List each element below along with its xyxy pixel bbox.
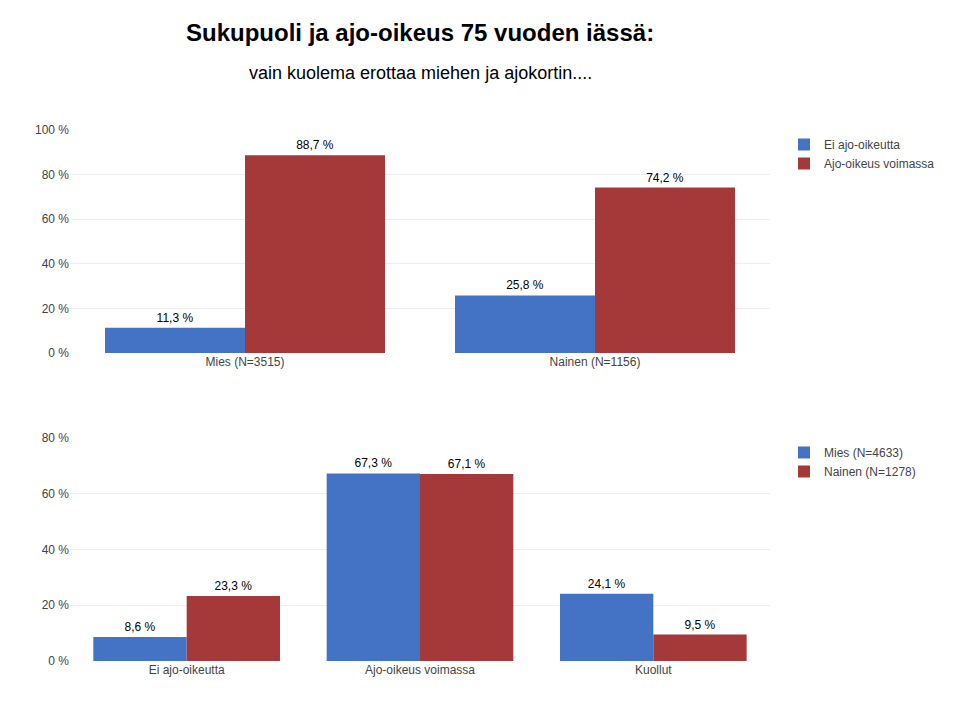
svg-text:40 %: 40 %: [42, 543, 70, 557]
svg-text:20 %: 20 %: [42, 598, 70, 612]
svg-text:Ajo-oikeus voimassa: Ajo-oikeus voimassa: [824, 157, 934, 171]
svg-text:Mies (N=4633): Mies (N=4633): [824, 446, 903, 460]
svg-text:80 %: 80 %: [42, 431, 70, 445]
svg-text:24,1 %: 24,1 %: [588, 577, 626, 591]
svg-text:60 %: 60 %: [42, 212, 70, 226]
svg-text:23,3 %: 23,3 %: [214, 579, 252, 593]
svg-text:67,3 %: 67,3 %: [354, 456, 392, 470]
svg-text:0 %: 0 %: [48, 654, 69, 668]
svg-text:0 %: 0 %: [48, 346, 69, 360]
svg-text:60 %: 60 %: [42, 487, 70, 501]
svg-text:Sukupuoli ja ajo-oikeus 75 vuo: Sukupuoli ja ajo-oikeus 75 vuoden iässä:: [186, 19, 654, 46]
svg-text:100 %: 100 %: [35, 123, 69, 137]
svg-text:67,1 %: 67,1 %: [448, 457, 486, 471]
svg-text:9,5 %: 9,5 %: [684, 618, 715, 632]
svg-text:Mies (N=3515): Mies (N=3515): [205, 355, 284, 369]
svg-text:74,2 %: 74,2 %: [646, 171, 684, 185]
svg-text:8,6 %: 8,6 %: [124, 620, 155, 634]
svg-text:Kuollut: Kuollut: [635, 663, 672, 677]
svg-text:Nainen (N=1156): Nainen (N=1156): [550, 355, 641, 369]
svg-text:25,8 %: 25,8 %: [506, 278, 544, 292]
svg-text:vain kuolema erottaa miehen ja: vain kuolema erottaa miehen ja ajokortin…: [249, 63, 592, 83]
svg-text:11,3 %: 11,3 %: [157, 311, 194, 325]
svg-text:Ajo-oikeus voimassa: Ajo-oikeus voimassa: [365, 663, 475, 677]
svg-text:Ei ajo-oikeutta: Ei ajo-oikeutta: [824, 138, 900, 152]
svg-text:20 %: 20 %: [42, 302, 70, 316]
svg-text:Ei ajo-oikeutta: Ei ajo-oikeutta: [149, 663, 225, 677]
svg-text:80 %: 80 %: [42, 168, 70, 182]
svg-text:40 %: 40 %: [42, 257, 70, 271]
svg-text:Nainen (N=1278): Nainen (N=1278): [824, 465, 916, 479]
svg-text:88,7 %: 88,7 %: [296, 138, 334, 152]
